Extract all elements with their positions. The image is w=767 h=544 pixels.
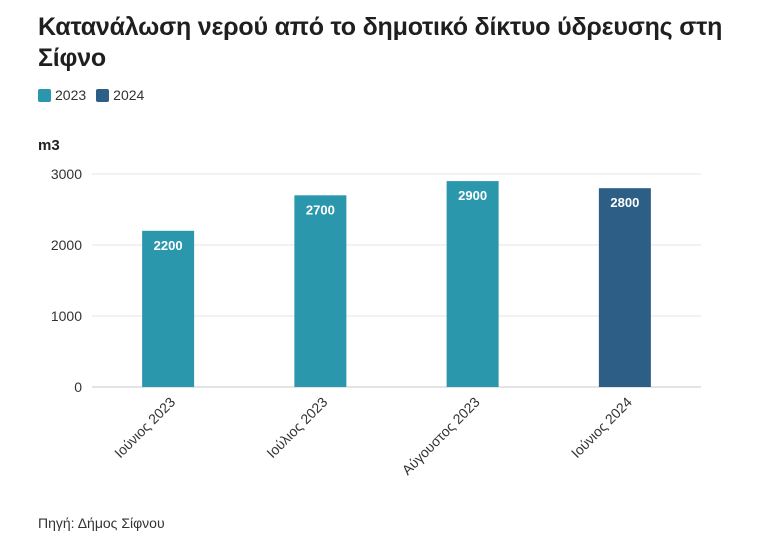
bar[interactable] xyxy=(142,230,195,387)
legend-label-2024: 2024 xyxy=(113,87,145,103)
bar-value-label: 2900 xyxy=(458,188,487,203)
legend-item-2023[interactable]: 2023 xyxy=(38,87,86,103)
x-tick-label: Ιούνιος 2023 xyxy=(111,394,178,461)
bar-value-label: 2200 xyxy=(154,238,183,253)
bar[interactable] xyxy=(446,181,499,387)
bar[interactable] xyxy=(598,188,651,387)
y-tick-label: 1000 xyxy=(51,308,82,324)
x-tick-labels: Ιούνιος 2023 Ιούλιος 2023 Αύγουστος 2023 Ιο… xyxy=(111,394,635,478)
legend-label-2023: 2023 xyxy=(55,87,87,103)
legend: 2023 2024 xyxy=(38,87,154,103)
bar-value-label: 2800 xyxy=(610,195,639,210)
x-tick-label: Ιούνιος 2024 xyxy=(568,394,635,461)
legend-item-2024[interactable]: 2024 xyxy=(96,87,144,103)
x-tick-label: Ιούλιος 2023 xyxy=(263,394,330,461)
bars: 2200 2700 2900 2800 xyxy=(142,181,651,387)
legend-swatch-2024 xyxy=(96,88,110,102)
y-axis-unit: m3 xyxy=(38,137,60,154)
x-tick-label: Αύγουστος 2023 xyxy=(399,394,483,478)
y-tick-label: 3000 xyxy=(51,166,82,182)
y-tick-label: 2000 xyxy=(51,237,82,253)
y-tick-labels: 0 1000 2000 3000 xyxy=(51,166,82,395)
legend-swatch-2023 xyxy=(38,88,51,102)
bar[interactable] xyxy=(294,195,347,387)
bar-chart: 2200 2700 2900 2800 0 1000 2000 3000 Ιούνιος 2… xyxy=(51,166,701,478)
y-tick-label: 0 xyxy=(74,379,82,395)
chart-title: Κατανάλωση νερού από το δημοτικό δίκτυο … xyxy=(38,13,723,72)
bar-value-label: 2700 xyxy=(306,202,335,217)
source-note: Πηγή: Δήμος Σίφνου xyxy=(38,515,165,531)
